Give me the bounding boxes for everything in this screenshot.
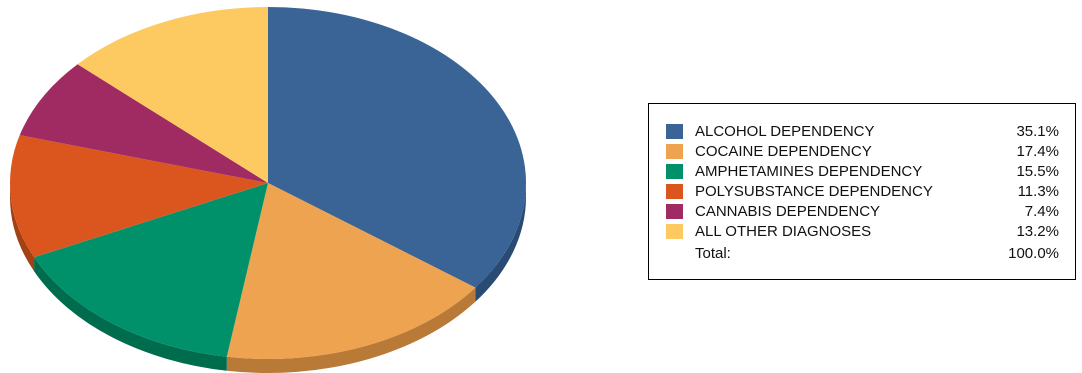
legend-swatch (666, 144, 683, 159)
legend-label: CANNABIS DEPENDENCY (695, 203, 881, 220)
pie-slice-cocaine-dependency (226, 183, 476, 359)
legend-percent: 15.5% (1016, 163, 1059, 180)
legend-item-other: ALL OTHER DIAGNOSES 13.2% (649, 222, 1077, 242)
legend-total-row: Total: 100.0% (649, 244, 1077, 264)
legend-item-cocaine: COCAINE DEPENDENCY 17.4% (649, 142, 1077, 162)
legend-label: AMPHETAMINES DEPENDENCY (695, 163, 923, 180)
pie-slices (9, 7, 526, 359)
legend-percent: 7.4% (1024, 203, 1059, 220)
pie-side-polysubstance-dependency (10, 183, 35, 272)
legend-item-amphetamines: AMPHETAMINES DEPENDENCY 15.5% (649, 162, 1077, 182)
legend-swatch (666, 164, 683, 179)
pie-side-cocaine-dependency (226, 287, 476, 373)
pie-slice-amphetamines-dependency (34, 183, 268, 357)
legend-percent: 11.3% (1017, 183, 1059, 200)
pie-slice-polysubstance-dependency (9, 135, 268, 258)
legend-percent: 17.4% (1016, 143, 1059, 160)
pie-slice-all-other-diagnoses (77, 7, 268, 183)
pie-chart (9, 7, 526, 373)
legend-label: ALCOHOL DEPENDENCY (695, 123, 875, 140)
legend-label: POLYSUBSTANCE DEPENDENCY (695, 183, 933, 200)
legend-item-polysubstance: POLYSUBSTANCE DEPENDENCY 11.3% (649, 182, 1077, 202)
legend-swatch (666, 184, 683, 199)
legend-total-percent: 100.0% (1008, 245, 1059, 262)
legend-percent: 35.1% (1016, 123, 1059, 140)
legend-item-alcohol: ALCOHOL DEPENDENCY 35.1% (649, 122, 1077, 142)
pie-slice-cannabis-dependency (19, 64, 269, 183)
legend-swatch (666, 124, 683, 139)
pie-side-amphetamines-dependency (34, 257, 227, 371)
legend-swatch (666, 224, 683, 239)
legend-label: ALL OTHER DIAGNOSES (695, 223, 872, 240)
pie-slice-alcohol-dependency (268, 7, 526, 288)
legend-swatch (666, 204, 683, 219)
legend-item-cannabis: CANNABIS DEPENDENCY 7.4% (649, 202, 1077, 222)
legend-percent: 13.2% (1016, 223, 1059, 240)
legend-label: COCAINE DEPENDENCY (695, 143, 872, 160)
pie-side-walls (10, 183, 526, 373)
legend: ALCOHOL DEPENDENCY 35.1% COCAINE DEPENDE… (648, 103, 1076, 280)
pie-side-alcohol-dependency (475, 183, 526, 302)
legend-total-label: Total: (695, 245, 731, 262)
